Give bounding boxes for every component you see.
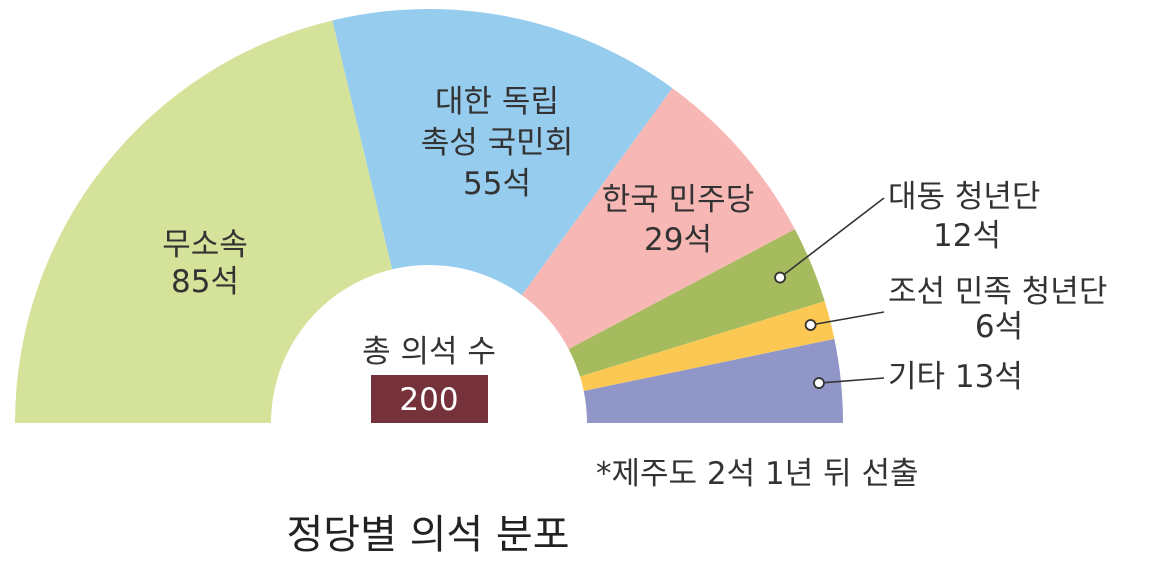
slice-label-daedong-youth-value: 12석 [933, 218, 1001, 254]
slice-label-joseon-youth-value: 6석 [975, 309, 1023, 345]
total-seats-value: 200 [399, 382, 458, 418]
slice-label-joseon-youth-name: 조선 민족 청년단 [888, 274, 1107, 310]
slice-label-ndcc-name: 촉성 국민회 [421, 125, 573, 161]
total-seats-caption: 총 의석 수 [362, 334, 496, 370]
footnote: *제주도 2석 1년 뒤 선출 [596, 456, 919, 492]
leader-dot-daedong-youth [775, 273, 785, 283]
slice-label-independent-name: 무소속 [162, 227, 248, 263]
slice-label-others-name: 기타 13석 [888, 359, 1023, 395]
leader-dot-others [814, 378, 824, 388]
slice-label-ndcc-value: 55석 [463, 166, 531, 202]
slice-label-daedong-youth-name: 대동 청년단 [888, 179, 1040, 215]
slice-label-ndcc-name: 대한 독립 [435, 84, 559, 120]
chart-title: 정당별 의석 분포 [286, 512, 569, 558]
slice-independent [15, 20, 392, 423]
slice-label-independent-value: 85석 [171, 264, 239, 300]
slice-label-kdp-name: 한국 민주당 [602, 182, 754, 218]
leader-dot-joseon-youth [806, 320, 816, 330]
slice-label-kdp-value: 29석 [644, 222, 712, 258]
